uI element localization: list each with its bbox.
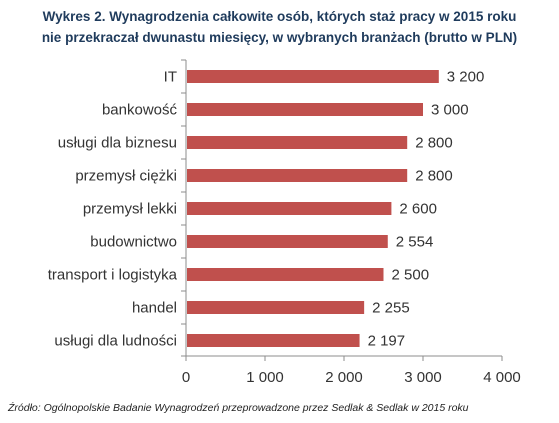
- x-tick-label: 2 000: [325, 369, 363, 386]
- x-tick-label: 0: [182, 369, 190, 386]
- bar: [187, 70, 439, 83]
- source-note: Źródło: Ogólnopolskie Badanie Wynagrodze…: [8, 402, 469, 414]
- category-label: usługi dla ludności: [54, 333, 177, 350]
- category-label: transport i logistyka: [48, 267, 178, 284]
- value-label: 2 197: [368, 333, 406, 350]
- bar: [187, 136, 408, 149]
- bar: [187, 103, 423, 116]
- value-label: 2 500: [392, 267, 430, 284]
- x-tick-label: 4 000: [483, 369, 521, 386]
- category-label: bankowość: [102, 102, 178, 119]
- value-label: 2 554: [396, 234, 434, 251]
- category-label: przemysł lekki: [83, 201, 177, 218]
- bar: [187, 334, 360, 347]
- category-label: przemysł ciężki: [75, 168, 177, 185]
- value-label: 2 600: [399, 201, 437, 218]
- value-label: 2 255: [372, 300, 410, 317]
- chart-title-line-1: Wykres 2. Wynagrodzenia całkowite osób, …: [42, 9, 517, 24]
- bar: [187, 301, 365, 314]
- category-label: usługi dla biznesu: [58, 135, 177, 152]
- x-tick-label: 3 000: [404, 369, 442, 386]
- value-label: 3 000: [431, 102, 469, 119]
- x-tick-label: 1 000: [246, 369, 284, 386]
- category-label: IT: [164, 69, 177, 86]
- value-label: 3 200: [447, 69, 485, 86]
- category-label: handel: [132, 300, 177, 317]
- bar: [187, 235, 388, 248]
- bar-chart: IT 3 200 bankowość 3 000 usługi dla biznesu 2…: [48, 59, 521, 386]
- bar: [187, 268, 384, 281]
- chart-title-line-2: nie przekraczał dwunastu miesięcy, w wyb…: [41, 30, 518, 45]
- category-label: budownictwo: [90, 234, 177, 251]
- chart-title: Wykres 2. Wynagrodzenia całkowite osób, …: [0, 6, 559, 48]
- value-label: 2 800: [415, 135, 453, 152]
- bar: [187, 169, 408, 182]
- value-label: 2 800: [415, 168, 453, 185]
- bar: [187, 202, 392, 215]
